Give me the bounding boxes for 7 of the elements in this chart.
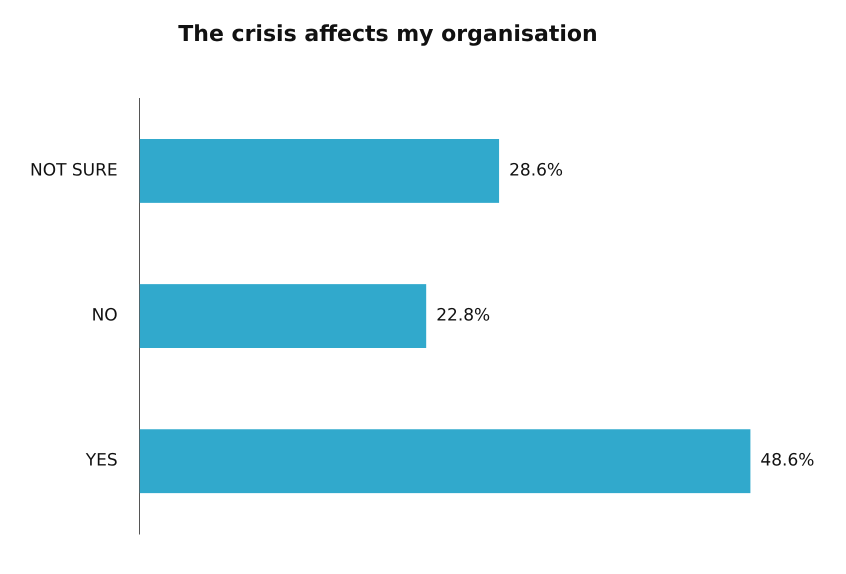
data-label: 22.8% bbox=[436, 306, 490, 326]
y-tick-label: NO bbox=[92, 306, 118, 326]
y-tick-label: NOT SURE bbox=[30, 160, 118, 180]
data-label: 48.6% bbox=[760, 450, 814, 471]
data-label: 28.6% bbox=[509, 160, 564, 180]
chart-title: The crisis affects my organisation bbox=[178, 22, 598, 47]
y-tick-label: YES bbox=[84, 450, 118, 471]
